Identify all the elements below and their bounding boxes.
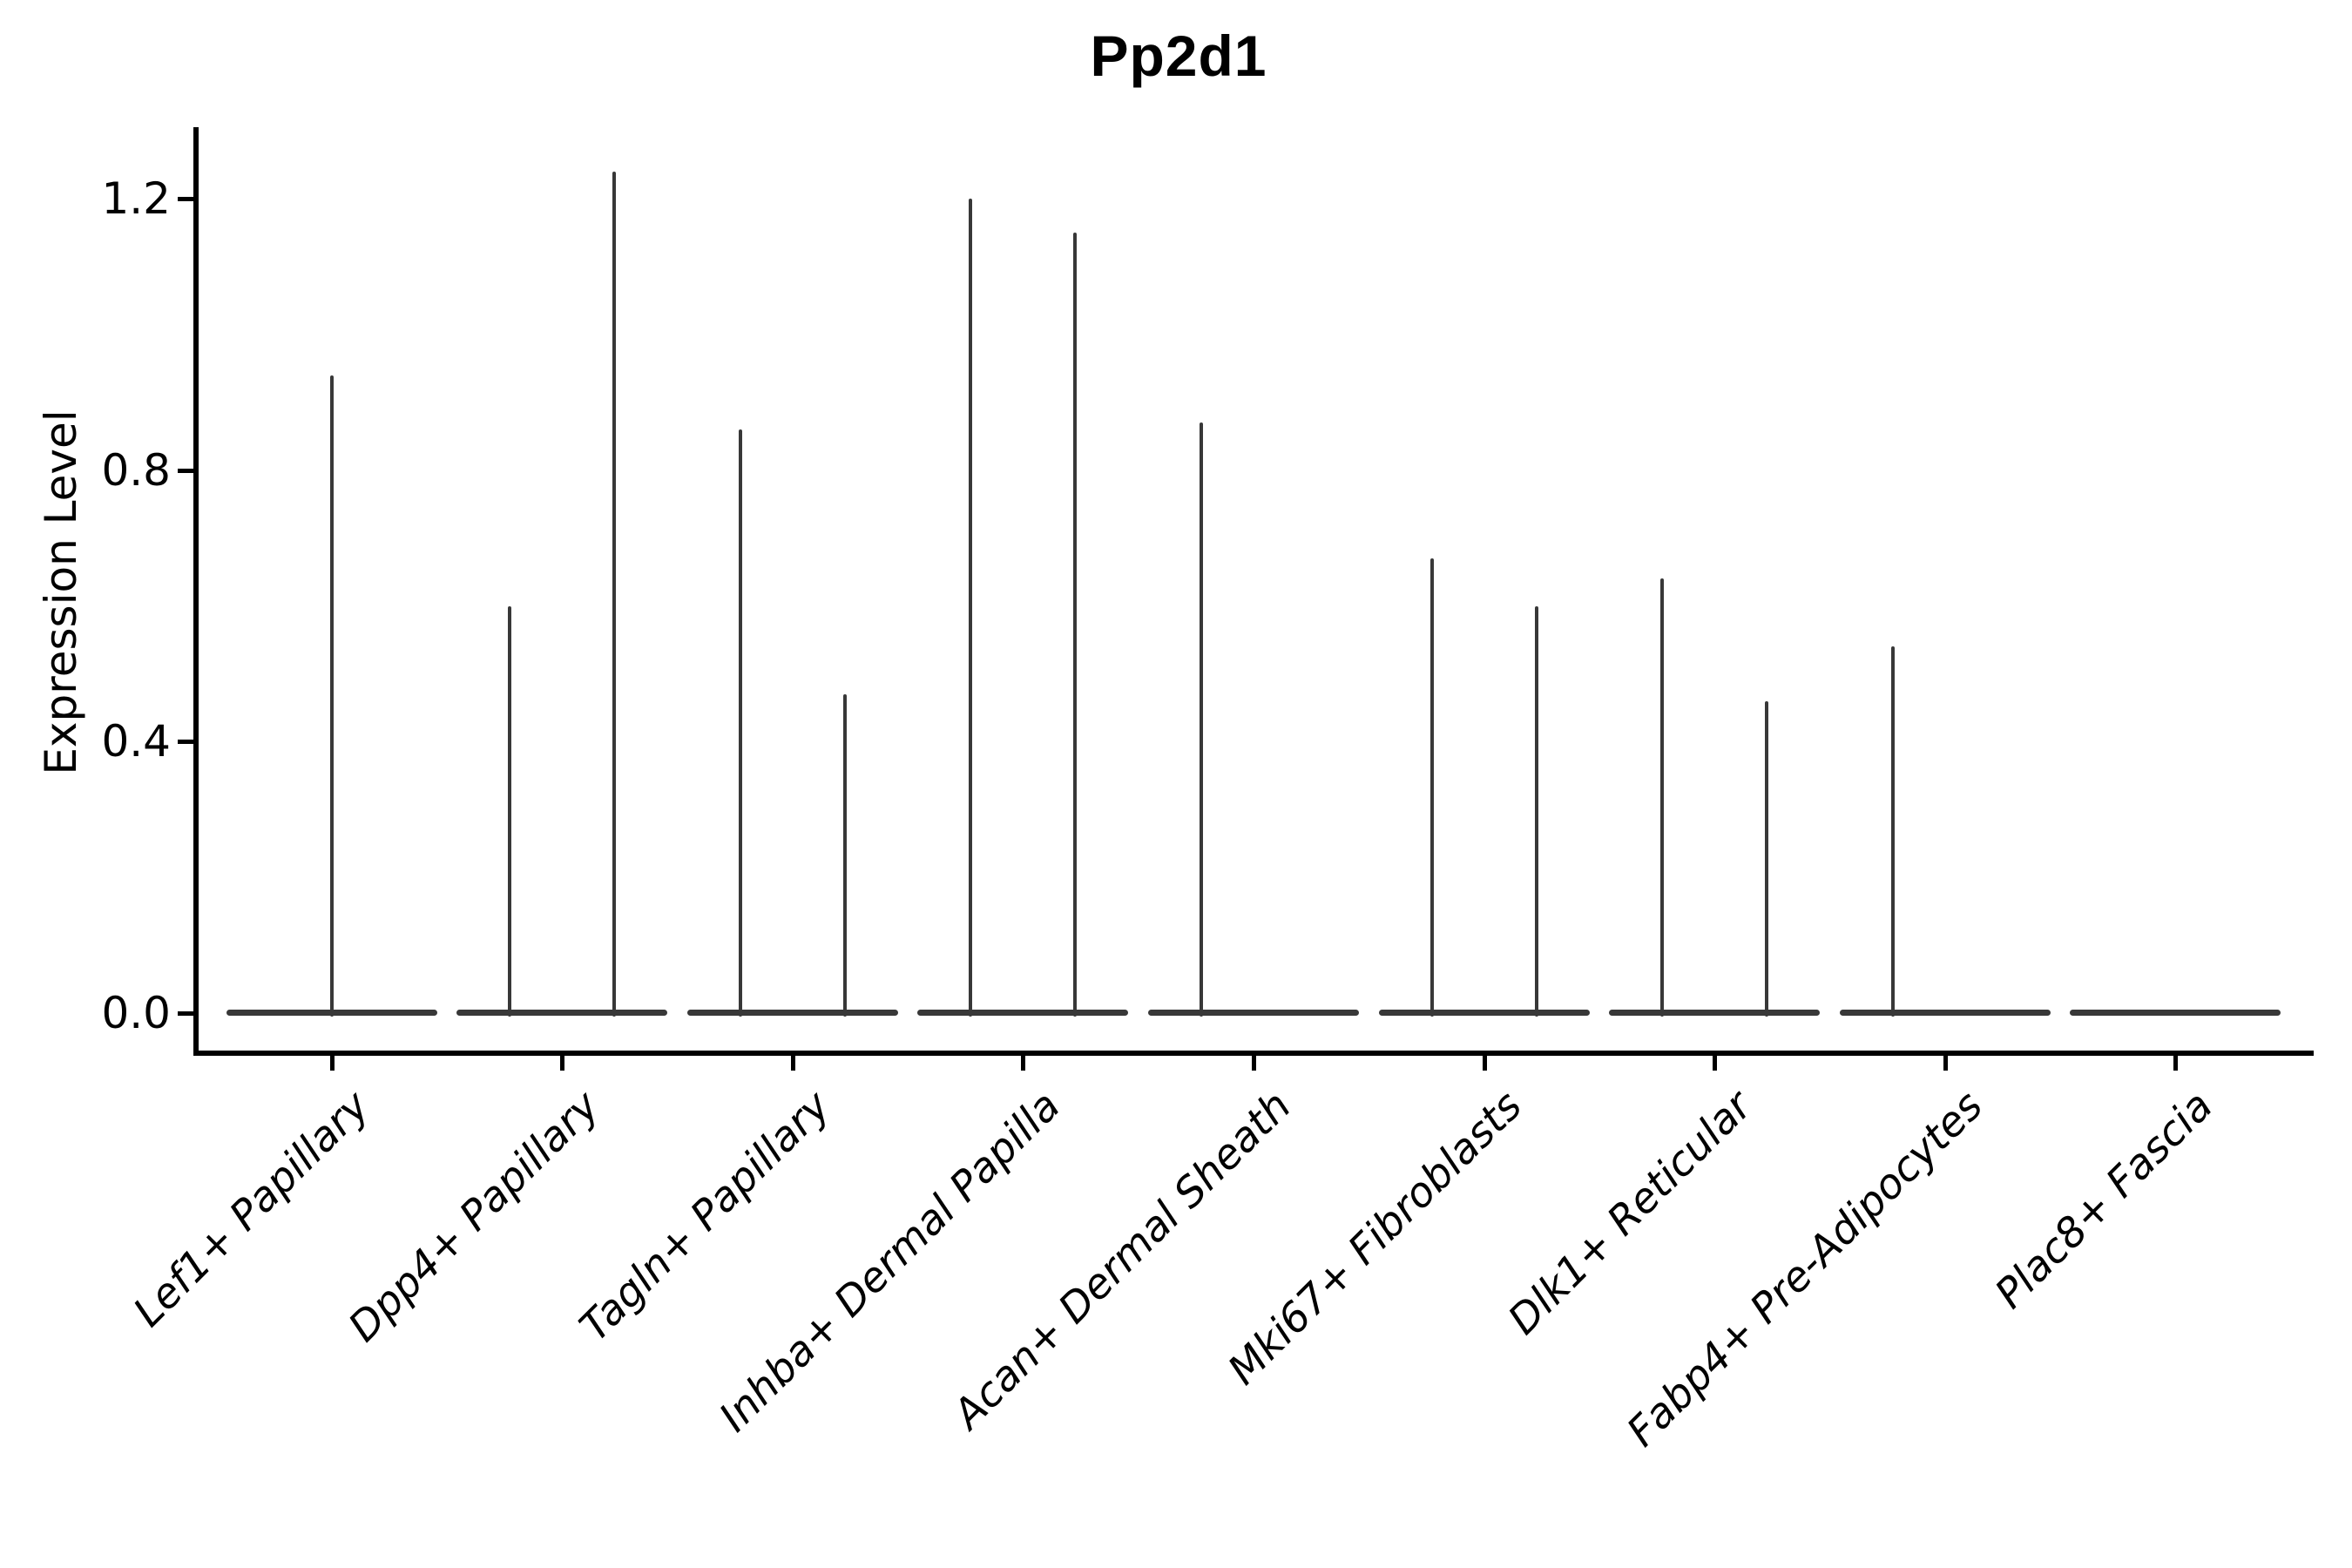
x-axis-line bbox=[193, 1051, 2314, 1056]
x-tick-label-text: Plac8+ Fascia bbox=[1985, 1082, 2222, 1319]
x-tick bbox=[560, 1056, 564, 1071]
x-tick bbox=[2173, 1056, 2178, 1071]
violin-spike bbox=[1891, 646, 1895, 1017]
x-tick bbox=[1483, 1056, 1487, 1071]
y-tick bbox=[178, 197, 193, 201]
y-tick bbox=[178, 469, 193, 473]
violin-spike bbox=[1535, 606, 1538, 1017]
violin-baseline bbox=[1840, 1010, 2051, 1016]
violin-baseline bbox=[687, 1010, 898, 1016]
violin-baseline bbox=[1609, 1010, 1820, 1016]
x-tick-label-text: Dlk1+ Reticular bbox=[1498, 1082, 1761, 1344]
violin-baseline bbox=[1379, 1010, 1590, 1016]
x-tick bbox=[1713, 1056, 1717, 1071]
y-tick-label: 1.2 bbox=[101, 173, 171, 224]
violin-spike bbox=[1200, 422, 1203, 1017]
y-tick-label: 0.4 bbox=[101, 716, 171, 767]
violin-spike bbox=[612, 172, 616, 1017]
violin-spike bbox=[739, 429, 742, 1017]
x-tick bbox=[1252, 1056, 1256, 1071]
violin-spike bbox=[330, 375, 334, 1017]
violin-spike bbox=[969, 199, 972, 1017]
y-tick bbox=[178, 740, 193, 744]
violin-spike bbox=[843, 694, 847, 1017]
violin-baseline bbox=[917, 1010, 1128, 1016]
violin-baseline bbox=[2070, 1010, 2281, 1016]
violin-spike bbox=[1073, 233, 1077, 1017]
y-tick-label: 0.8 bbox=[101, 445, 171, 496]
x-tick-label-text: Tagln+ Papillary bbox=[571, 1082, 840, 1351]
x-tick-label-text: Lef1+ Papillary bbox=[124, 1082, 379, 1337]
x-tick-label-text: Dpp4+ Papillary bbox=[339, 1082, 609, 1352]
violin-spike bbox=[508, 606, 511, 1017]
y-axis-line bbox=[193, 127, 199, 1056]
x-tick bbox=[1943, 1056, 1948, 1071]
x-tick bbox=[1021, 1056, 1025, 1071]
x-tick bbox=[791, 1056, 795, 1071]
x-tick bbox=[330, 1056, 335, 1071]
y-axis-label: Expression Level bbox=[36, 409, 86, 775]
violin-baseline bbox=[1148, 1010, 1359, 1016]
violin-spike bbox=[1430, 558, 1434, 1017]
chart-title: Pp2d1 bbox=[1090, 24, 1267, 88]
y-tick-label: 0.0 bbox=[101, 988, 171, 1038]
violin-spike bbox=[1660, 578, 1664, 1017]
y-tick bbox=[178, 1011, 193, 1016]
violin-baseline bbox=[456, 1010, 667, 1016]
violin-spike bbox=[1765, 701, 1768, 1017]
